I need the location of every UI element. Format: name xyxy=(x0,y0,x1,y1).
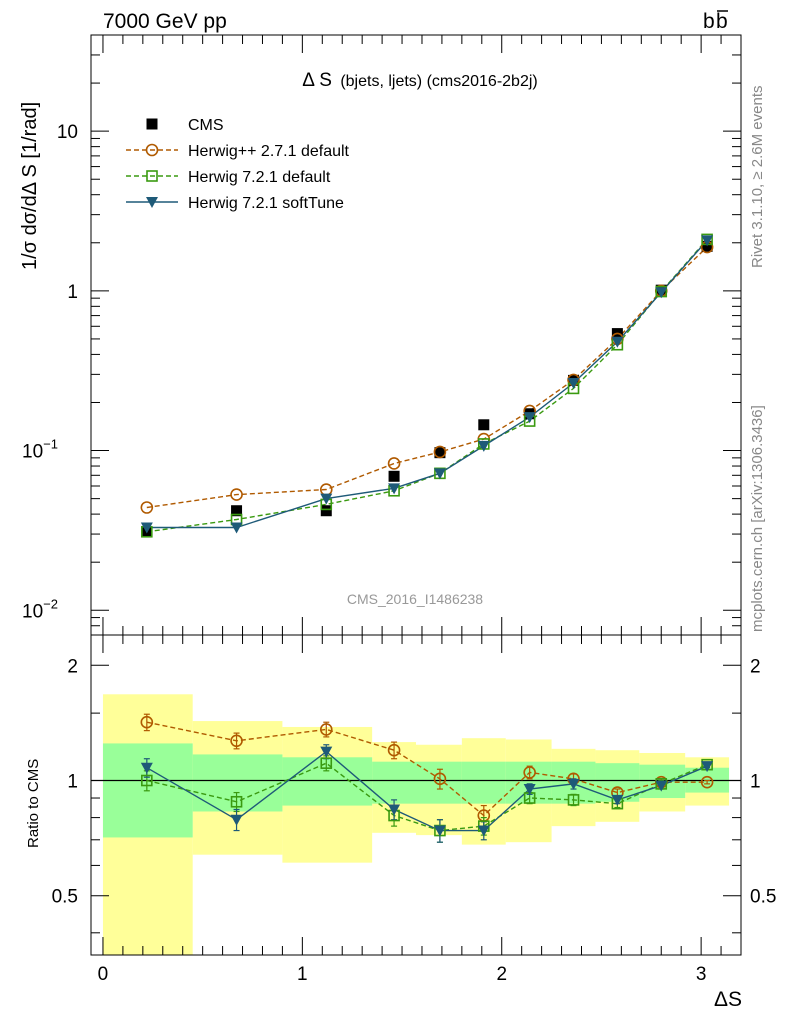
ratio-y-tick-label-left: 1 xyxy=(67,772,78,793)
main-y-tick-label-base: 10 xyxy=(22,442,43,463)
x-tick-label: 1 xyxy=(297,964,308,985)
main-point-soft xyxy=(433,468,446,480)
ratio-point-soft xyxy=(140,762,153,774)
main-point-soft xyxy=(388,483,401,495)
process-label-b: b xyxy=(703,10,715,33)
inner-uncertainty-band xyxy=(372,761,416,804)
x-tick-label: 0 xyxy=(98,964,109,985)
collision-label: 7000 GeV pp xyxy=(103,10,227,33)
ratio-point-h721 xyxy=(320,757,333,769)
ratio-point-soft xyxy=(523,784,536,796)
main-point-soft xyxy=(611,336,624,348)
ratio-point-h721 xyxy=(567,794,580,806)
main-y-tick-label-exponent: −1 xyxy=(43,437,58,452)
main-point-herwigpp xyxy=(387,457,401,470)
ratio-axes: 0.5 0.5 1 1 2 2 0 1 2 3 xyxy=(52,635,776,985)
ratio-point-soft xyxy=(320,746,333,758)
inner-uncertainty-band xyxy=(461,761,506,804)
inner-uncertainty-band xyxy=(505,761,552,804)
ratio-point-h721 xyxy=(230,795,243,808)
main-y-tick-label-base: 10 xyxy=(22,601,43,622)
ratio-y-axis-title: Ratio to CMS xyxy=(25,759,42,848)
main-point-herwigpp xyxy=(140,501,154,514)
ratio-point-herwigpp xyxy=(387,743,401,757)
legend-label-herwigpp: Herwig++ 2.7.1 default xyxy=(188,143,350,160)
main-y-tick-label-exponent: −2 xyxy=(43,596,58,611)
ratio-y-tick-label-right: 0.5 xyxy=(750,887,776,908)
main-y-tick-label: 1 xyxy=(67,282,78,303)
main-point-cms xyxy=(320,505,332,517)
inner-uncertainty-band xyxy=(416,761,462,804)
legend-label-h721: Herwig 7.2.1 default xyxy=(188,169,331,186)
main-point-herwigpp xyxy=(433,445,447,459)
legend: CMS Herwig++ 2.7.1 default Herwig 7.2.1 de… xyxy=(126,117,350,212)
ratio-point-herwigpp xyxy=(523,766,536,779)
main-point-soft xyxy=(230,522,243,534)
main-point-soft xyxy=(320,493,333,505)
ratio-y-tick-label-left: 2 xyxy=(67,656,78,677)
main-point-soft xyxy=(701,235,714,247)
main-point-soft xyxy=(140,522,153,534)
x-tick-label: 2 xyxy=(496,964,507,985)
main-y-tick-label: 10−1 xyxy=(22,437,58,463)
legend-marker-soft xyxy=(146,197,158,208)
ratio-point-soft xyxy=(230,814,243,826)
ratio-point-herwigpp xyxy=(230,734,243,748)
process-label: b b xyxy=(703,10,728,33)
ratio-y-tick-label-right: 1 xyxy=(750,772,761,793)
legend-label-cms: CMS xyxy=(188,117,224,134)
main-point-herwigpp xyxy=(230,488,243,501)
main-series-line-herwigpp xyxy=(146,246,708,509)
mcplots-label: mcplots.cern.ch [arXiv:1306.3436] xyxy=(749,405,766,632)
main-title: Δ S (bjets, ljets) (cms2016-2b2j) xyxy=(302,70,537,91)
ratio-point-herwigpp xyxy=(433,772,447,786)
main-point-soft xyxy=(523,412,536,424)
inner-uncertainty-band xyxy=(192,754,283,812)
ratio-point-soft xyxy=(567,778,580,790)
ratio-uncertainty-bands xyxy=(91,694,741,955)
ratio-point-herwigpp xyxy=(700,775,714,789)
ratio-point-soft xyxy=(701,761,714,773)
x-tick-label: 3 xyxy=(696,964,707,985)
ratio-point-herwigpp xyxy=(140,715,154,729)
main-point-soft xyxy=(655,287,668,299)
ratio-point-soft xyxy=(611,794,624,806)
ratio-point-h721 xyxy=(141,774,153,787)
main-point-cms xyxy=(388,470,400,482)
main-series-line-h721 xyxy=(146,238,708,533)
inner-uncertainty-band xyxy=(282,757,373,806)
main-y-tick-label: 10 xyxy=(57,122,78,143)
legend-marker-cms xyxy=(146,118,158,130)
ratio-point-soft xyxy=(655,780,668,792)
x-axis-title: ΔS xyxy=(714,988,742,1011)
main-title-detail: (bjets, ljets) (cms2016-2b2j) xyxy=(340,73,537,90)
main-point-cms xyxy=(434,447,446,459)
ratio-y-tick-label-right: 2 xyxy=(750,656,761,677)
legend-marker-herwigpp xyxy=(145,143,159,157)
main-point-soft xyxy=(567,377,580,389)
rivet-version-label: Rivet 3.1.10, ≥ 2.6M events xyxy=(749,86,766,269)
ratio-plot-frame xyxy=(90,634,742,956)
main-point-soft xyxy=(477,440,490,452)
main-title-symbol: Δ S xyxy=(302,70,332,91)
main-y-tick-label: 10−2 xyxy=(22,596,58,622)
ratio-point-herwigpp xyxy=(319,723,333,736)
main-point-cms xyxy=(231,505,243,517)
legend-marker-h721 xyxy=(146,170,158,182)
ratio-y-tick-label-left: 0.5 xyxy=(52,887,78,908)
main-series-line-soft xyxy=(146,239,708,529)
main-y-axis-title: 1/σ dσ/dΔ S [1/rad] xyxy=(19,102,41,270)
main-point-cms xyxy=(478,419,490,431)
ratio-point-soft xyxy=(388,804,401,816)
ratio-point-soft xyxy=(477,825,490,837)
ratio-point-soft xyxy=(433,825,446,837)
watermark: CMS_2016_I1486238 xyxy=(347,591,483,607)
legend-label-soft: Herwig 7.2.1 softTune xyxy=(188,195,344,212)
process-label-bbar: b xyxy=(716,10,728,33)
